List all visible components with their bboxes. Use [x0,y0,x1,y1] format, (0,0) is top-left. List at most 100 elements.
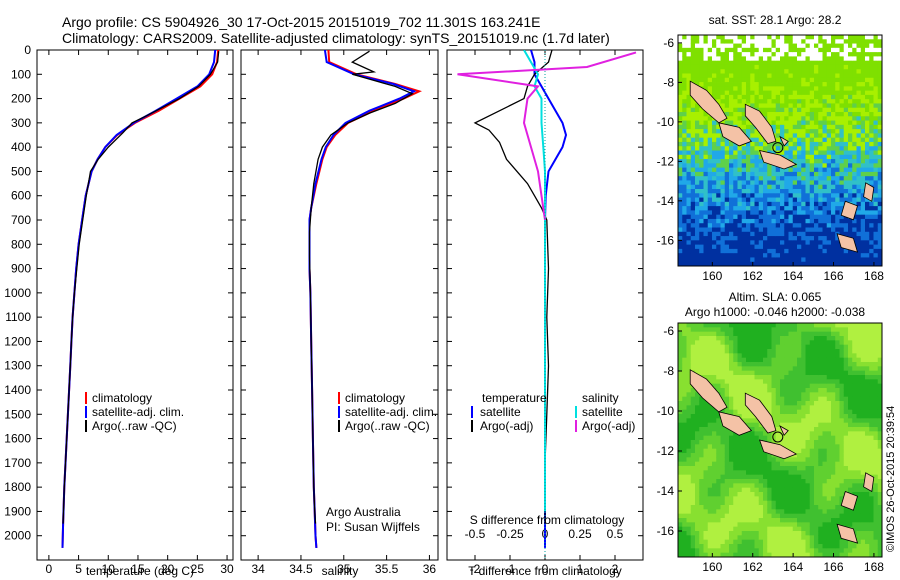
map-cell [682,35,687,40]
map-cell [733,440,738,445]
map-cell [707,253,713,258]
map-cell [792,409,798,415]
map-cell [809,137,815,143]
map-cell [750,197,755,203]
map-cell [771,470,777,476]
map-cell [835,474,840,480]
map-cell [818,180,823,186]
map-cell [801,409,806,415]
map-cell [831,129,836,134]
map-cell [775,409,781,415]
map-cell [703,133,709,139]
map-cell [682,86,687,92]
map-cell [724,197,730,203]
map-cell [843,150,849,156]
map-cell [724,206,730,211]
map-cell [860,159,866,164]
map-cell [746,370,751,376]
map-cell [729,440,734,445]
map-cell [686,86,692,92]
map-cell [703,357,709,363]
map-cell [771,99,777,104]
map-cell [865,73,870,79]
map-cell [750,461,755,467]
map-cell [716,474,721,480]
map-cell [818,552,823,558]
map-cell [682,107,687,113]
map-cell [720,94,726,100]
map-cell [703,231,709,237]
map-cell [826,150,832,156]
map-cell [695,60,700,66]
map-cell [716,453,721,458]
map-cell [686,210,692,216]
map-cell [805,409,811,415]
map-cell [767,248,772,254]
map-cell [767,206,772,211]
map-cell [797,440,802,445]
map-cell [805,99,811,104]
map-cell [843,261,849,267]
temperature-series [61,50,220,548]
map-cell [784,133,789,139]
map-cell [822,69,828,74]
map-cell [856,206,862,211]
map-cell [746,483,751,489]
map-cell [852,90,857,96]
map-cell [741,52,747,57]
map-cell [775,69,781,74]
map-cell [792,323,798,328]
map-cell [869,56,874,62]
map-cell [792,201,798,207]
map-cell [758,461,764,467]
map-cell [758,379,764,385]
map-cell [754,141,760,147]
map-cell [729,479,734,484]
map-cell [788,253,794,258]
map-cell [797,539,802,545]
map-cell [758,141,764,147]
map-cell [716,197,721,203]
map-cell [750,227,755,233]
map-cell [712,47,717,53]
salinity-series [308,50,422,548]
map-cell [699,466,704,471]
map-cell [822,418,828,424]
map-cell [865,56,870,62]
map-cell [720,35,726,40]
map-cell [797,453,802,458]
map-cell [831,227,836,233]
map-cell [712,418,717,424]
map-cell [869,137,874,143]
map-cell [814,353,819,359]
map-cell [737,370,743,376]
map-cell [703,522,709,528]
map-cell [712,509,717,515]
map-cell [754,201,760,207]
map-cell [805,500,811,506]
map-cell [763,461,768,467]
x-tick-label: 0 [542,562,549,576]
map-cell [767,64,772,70]
map-cell [703,431,709,437]
map-cell [707,474,713,480]
map-cell [771,116,777,121]
map-cell [754,159,760,164]
map-cell [771,197,777,203]
map-cell [805,388,811,393]
map-cell [805,509,811,515]
map-cell [699,77,704,83]
map-cell [839,388,845,393]
map-y-tick-label: -10 [657,115,675,129]
map-cell [805,448,811,454]
y-tick-label: 700 [11,213,31,227]
map-cell [695,405,700,411]
map-cell [860,236,866,241]
map-cell [792,505,798,510]
map-cell [877,180,883,186]
map-cell [678,336,683,341]
map-cell [699,129,704,134]
map-cell [741,357,747,363]
map-cell [775,73,781,79]
map-cell [678,509,683,515]
